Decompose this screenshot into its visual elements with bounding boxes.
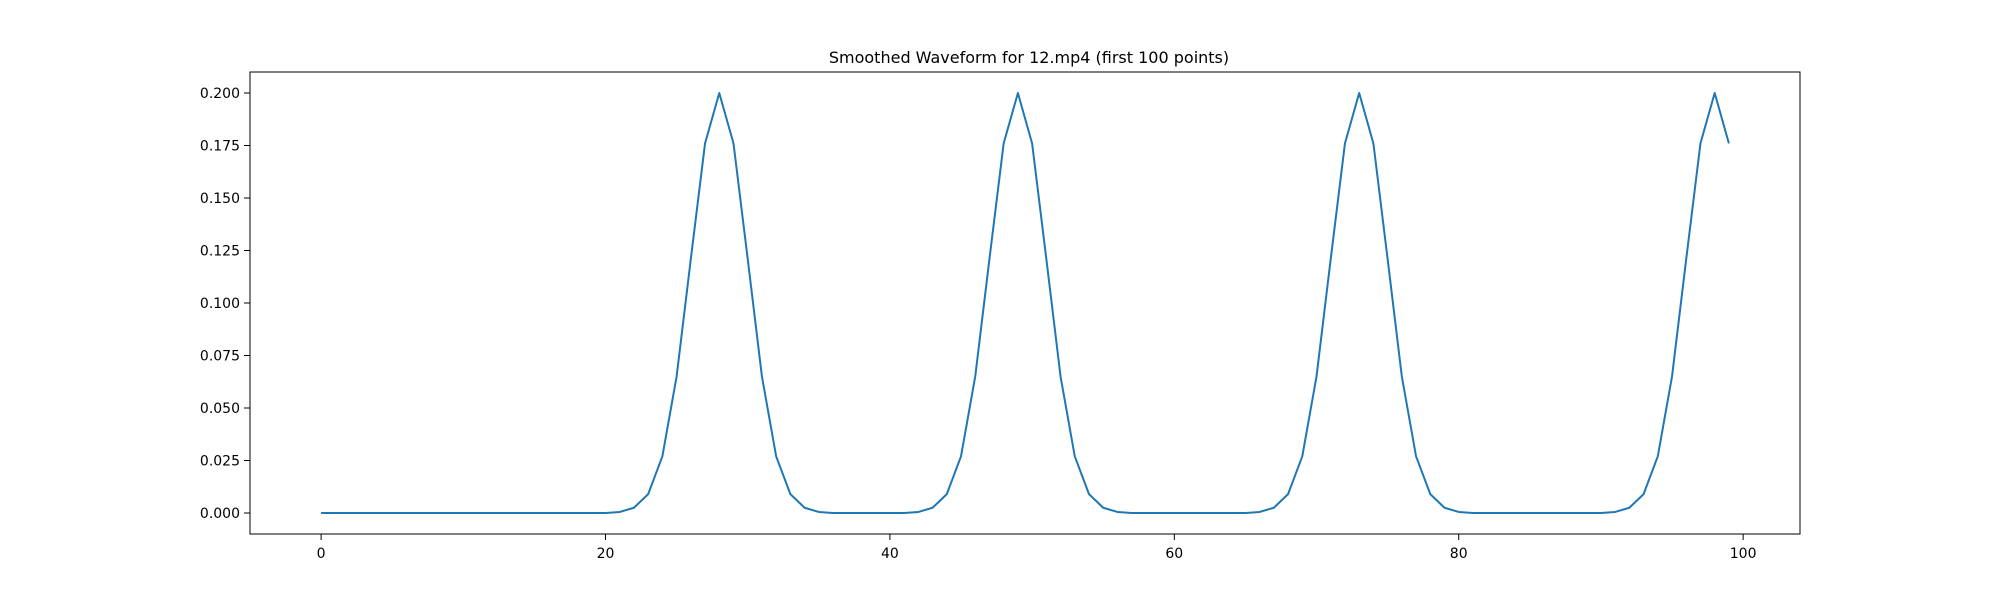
y-tick-label: 0.025 xyxy=(200,454,240,470)
y-tick-label: 0.100 xyxy=(200,296,240,312)
y-tick-label: 0.150 xyxy=(200,191,240,207)
y-tick-label: 0.000 xyxy=(200,506,240,522)
y-tick-label: 0.050 xyxy=(200,401,240,417)
x-tick-label: 100 xyxy=(1730,546,1757,562)
y-tick-label: 0.175 xyxy=(200,139,240,155)
y-tick-label: 0.075 xyxy=(200,349,240,365)
x-tick-label: 0 xyxy=(317,546,326,562)
x-tick-label: 20 xyxy=(597,546,615,562)
y-axis: 0.000 0.025 0.050 0.075 0.100 0.125 0.150 0.175… xyxy=(200,86,250,522)
x-tick-label: 60 xyxy=(1165,546,1183,562)
waveform-line xyxy=(321,92,1730,514)
x-tick-label: 40 xyxy=(881,546,899,562)
chart-title: Smoothed Waveform for 12.mp4 (first 100 … xyxy=(829,48,1229,67)
plot-series xyxy=(321,92,1730,514)
x-axis: 0 20 40 60 80 100 xyxy=(317,534,1757,562)
x-tick-label: 80 xyxy=(1450,546,1468,562)
y-tick-label: 0.125 xyxy=(200,244,240,260)
axes-frame xyxy=(249,71,1801,535)
y-tick-label: 0.200 xyxy=(200,86,240,102)
